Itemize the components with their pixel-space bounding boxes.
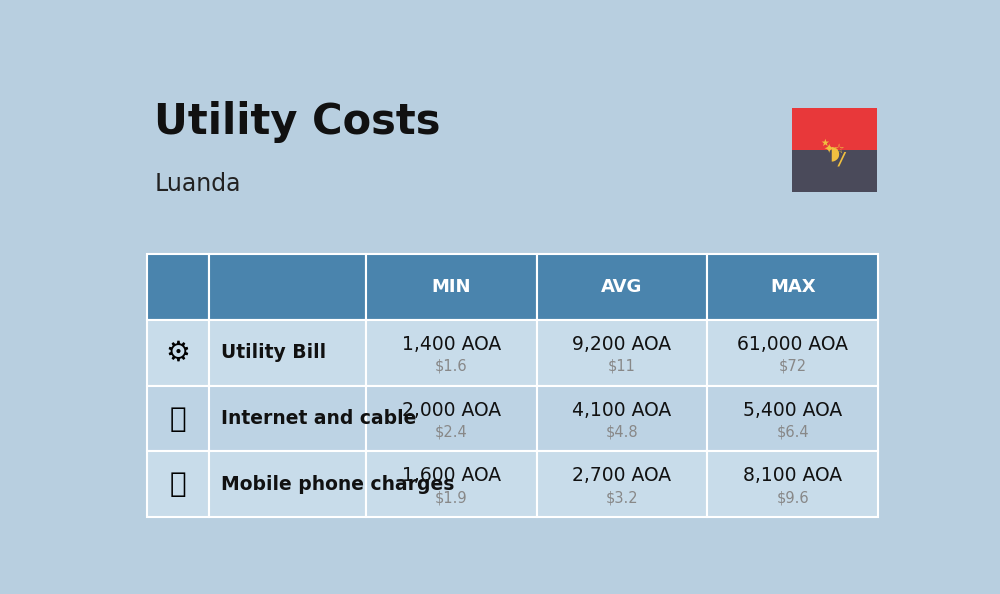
Text: 2,000 AOA: 2,000 AOA [402, 400, 501, 419]
Bar [707, 386, 878, 451]
Text: MIN: MIN [432, 278, 471, 296]
Bar [209, 386, 366, 451]
Bar [707, 254, 878, 320]
Text: $72: $72 [779, 359, 807, 374]
Bar [537, 320, 707, 386]
Bar [707, 451, 878, 517]
Text: ★: ★ [820, 138, 829, 148]
Bar [792, 150, 877, 192]
Text: 2,700 AOA: 2,700 AOA [572, 466, 671, 485]
Bar [792, 108, 877, 150]
Text: $1.6: $1.6 [435, 359, 468, 374]
Text: 5,400 AOA: 5,400 AOA [743, 400, 842, 419]
Bar [366, 451, 537, 517]
Bar [147, 320, 209, 386]
Text: $3.2: $3.2 [606, 490, 638, 505]
Text: 61,000 AOA: 61,000 AOA [737, 335, 848, 354]
Bar [147, 254, 209, 320]
Bar [147, 386, 209, 451]
Text: Luanda: Luanda [154, 172, 241, 196]
Text: $6.4: $6.4 [776, 424, 809, 439]
Text: $1.9: $1.9 [435, 490, 468, 505]
Text: $2.4: $2.4 [435, 424, 468, 439]
Text: ⚙: ⚙ [165, 339, 190, 367]
Bar [366, 254, 537, 320]
Text: $4.8: $4.8 [606, 424, 638, 439]
Text: $9.6: $9.6 [776, 490, 809, 505]
Text: Utility Costs: Utility Costs [154, 101, 441, 143]
Bar [537, 386, 707, 451]
Bar [366, 320, 537, 386]
Bar [147, 451, 209, 517]
Text: Mobile phone charges: Mobile phone charges [221, 475, 454, 494]
Bar [707, 320, 878, 386]
Bar [537, 254, 707, 320]
Text: /: / [839, 150, 845, 168]
Text: 9,200 AOA: 9,200 AOA [572, 335, 671, 354]
Text: AVG: AVG [601, 278, 643, 296]
Text: 4,100 AOA: 4,100 AOA [572, 400, 671, 419]
Bar [537, 451, 707, 517]
Bar [209, 320, 366, 386]
Bar [366, 386, 537, 451]
Text: 📱: 📱 [169, 470, 186, 498]
Bar [209, 254, 366, 320]
Bar [209, 451, 366, 517]
Text: Utility Bill: Utility Bill [221, 343, 326, 362]
Text: 📡: 📡 [169, 405, 186, 432]
Text: ◗: ◗ [829, 143, 839, 162]
Text: $11: $11 [608, 359, 636, 374]
Text: 1,400 AOA: 1,400 AOA [402, 335, 501, 354]
Text: MAX: MAX [770, 278, 816, 296]
Text: 8,100 AOA: 8,100 AOA [743, 466, 842, 485]
Text: ✦☆: ✦☆ [823, 144, 845, 157]
Text: 1,600 AOA: 1,600 AOA [402, 466, 501, 485]
Text: Internet and cable: Internet and cable [221, 409, 416, 428]
